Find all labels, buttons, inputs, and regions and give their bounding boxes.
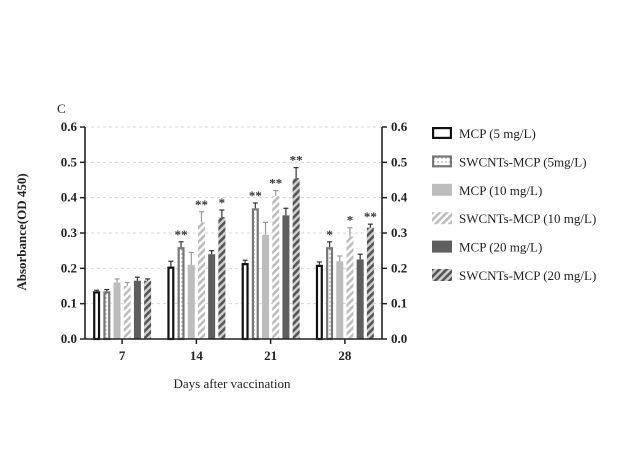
- bar: [272, 195, 280, 339]
- legend-label: MCP (20 mg/L): [459, 240, 542, 255]
- bar: [346, 236, 354, 339]
- bar: [208, 254, 216, 339]
- bar: [315, 264, 323, 341]
- significance-label: **: [364, 209, 377, 224]
- legend: MCP (5 mg/L) SWCNTs-MCP (5mg/L) MCP (10 mg…: [432, 126, 596, 283]
- y-tick-label-right: 0.3: [391, 225, 408, 240]
- y-tick-label-right: 0.2: [391, 260, 407, 275]
- bar: [326, 247, 334, 341]
- bar: [262, 234, 270, 339]
- bar: [144, 280, 152, 339]
- bar: [133, 280, 141, 339]
- x-tick-label: 28: [338, 348, 352, 363]
- x-tick-label: 21: [264, 348, 277, 363]
- bar: [366, 227, 374, 339]
- significance-label: *: [326, 227, 333, 242]
- legend-label: SWCNTs-MCP (5mg/L): [459, 154, 587, 169]
- x-axis-title: Days after vaccination: [174, 376, 291, 391]
- bar: [187, 264, 195, 339]
- panel-label: C: [57, 101, 66, 116]
- y-tick-label-left: 0.4: [61, 190, 78, 205]
- legend-label: SWCNTs-MCP (10 mg/L): [459, 211, 596, 226]
- y-tick-label-left: 0.5: [61, 154, 78, 169]
- bars: **** * ******** **: [93, 153, 377, 341]
- bar: [93, 291, 101, 341]
- y-tick-label-left: 0.1: [61, 296, 77, 311]
- significance-label: **: [195, 197, 208, 212]
- bar: [356, 259, 364, 339]
- bar: [113, 282, 121, 339]
- legend-label: MCP (10 mg/L): [459, 183, 542, 198]
- legend-swatch: [432, 155, 453, 168]
- y-tick-label-left: 0.0: [61, 331, 77, 346]
- significance-label: **: [290, 153, 303, 168]
- bar: [123, 286, 131, 339]
- significance-label: **: [249, 188, 262, 203]
- y-tick-label-right: 0.6: [391, 119, 408, 134]
- y-tick-label-left: 0.6: [61, 119, 78, 134]
- y-axis-title: Absorbance(OD 450): [14, 173, 29, 290]
- legend-swatch: [432, 269, 452, 281]
- bar: [197, 222, 205, 339]
- bar: [292, 178, 300, 339]
- y-tick-label-right: 0.0: [391, 331, 407, 346]
- legend-swatch: [432, 240, 452, 253]
- legend-swatch: [432, 212, 452, 225]
- x-tick-label: 7: [119, 348, 126, 363]
- y-tick-label-left: 0.2: [61, 260, 77, 275]
- bar: [282, 215, 290, 339]
- axes: 0.0 0.0 0.1 0.1 0.2 0.2 0.3 0.3 0.4 0.4 0.5 0.5 0.6 0…: [61, 119, 408, 363]
- legend-swatch: [432, 183, 452, 196]
- legend-label: MCP (5 mg/L): [459, 126, 536, 141]
- x-tick-label: 14: [190, 348, 204, 363]
- bar: [167, 266, 175, 341]
- significance-label: *: [219, 195, 226, 210]
- y-tick-label-right: 0.1: [391, 296, 407, 311]
- significance-label: **: [269, 176, 282, 191]
- y-tick-label-left: 0.3: [61, 225, 78, 240]
- bar: [251, 208, 259, 341]
- bar: [103, 291, 111, 341]
- bar: [336, 261, 344, 339]
- y-tick-label-right: 0.4: [391, 190, 408, 205]
- legend-swatch: [432, 127, 453, 140]
- significance-label: *: [347, 213, 354, 228]
- bar: [241, 263, 249, 341]
- significance-label: **: [175, 227, 188, 242]
- bar: [177, 247, 185, 341]
- legend-label: SWCNTs-MCP (20 mg/L): [459, 268, 596, 283]
- bar: [218, 217, 226, 339]
- y-tick-label-right: 0.5: [391, 154, 408, 169]
